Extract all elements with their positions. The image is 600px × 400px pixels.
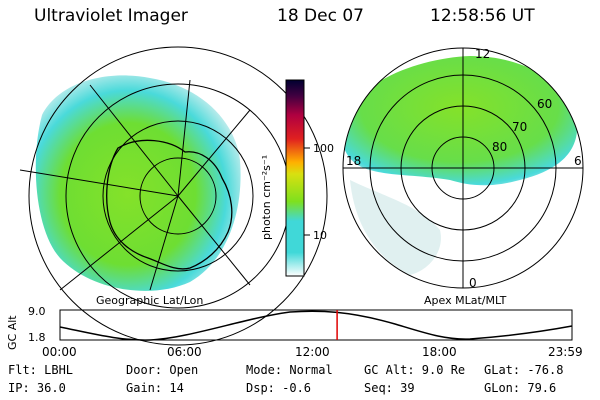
- info-dsp: Dsp: -0.6: [246, 381, 312, 395]
- info-glat: GLat: -76.8: [484, 363, 564, 377]
- xtick-12: 12:00: [295, 345, 330, 359]
- apex-panel-label: Apex MLat/MLT: [424, 294, 507, 307]
- antarctica-coastline: [106, 139, 233, 270]
- geographic-panel-label: Geographic Lat/Lon: [96, 294, 204, 307]
- left-aurora-blob: [35, 75, 241, 291]
- xtick-18: 18:00: [422, 345, 457, 359]
- info-door: Door: Open: [126, 363, 199, 377]
- xtick-00: 00:00: [42, 345, 77, 359]
- mlt-axes: [343, 48, 583, 288]
- mlat-label-80: 80: [492, 140, 508, 154]
- altitude-ytick-low: 1.8: [28, 331, 46, 344]
- info-mode: Mode: Normal: [246, 363, 333, 377]
- info-gc-alt: GC Alt: 9.0 Re: [364, 363, 466, 377]
- info-gain: Gain: 14: [126, 381, 184, 395]
- mlat-label-70: 70: [512, 120, 528, 134]
- colorbar-tick-100: 100: [313, 142, 334, 155]
- mlt-label-bottom: 0: [469, 276, 477, 290]
- colorbar-tick-10: 10: [313, 229, 327, 242]
- mlt-label-left: 18: [346, 154, 362, 168]
- lon-lines: [19, 79, 251, 291]
- xtick-2359: 23:59: [548, 345, 583, 359]
- info-ip: IP: 36.0: [8, 381, 66, 395]
- info-seq: Seq: 39: [364, 381, 415, 395]
- info-flt: Flt: LBHL: [8, 363, 74, 377]
- altitude-curve: [59, 310, 573, 341]
- instrument-title: Ultraviolet Imager: [34, 6, 188, 26]
- altitude-ylabel: GC Alt: [6, 315, 19, 350]
- mlat-label-60: 60: [537, 97, 553, 111]
- altitude-ytick-high: 9.0: [28, 305, 46, 318]
- xtick-06: 06:00: [167, 345, 202, 359]
- time-label: 12:58:56 UT: [430, 6, 535, 26]
- date-label: 18 Dec 07: [277, 6, 364, 26]
- mlt-label-right: 6: [574, 154, 582, 168]
- altitude-plot-frame: [59, 309, 573, 341]
- right-aurora-blob: [343, 56, 578, 186]
- mlt-label-top: 12: [475, 47, 491, 61]
- info-glon: GLon: 79.6: [484, 381, 557, 395]
